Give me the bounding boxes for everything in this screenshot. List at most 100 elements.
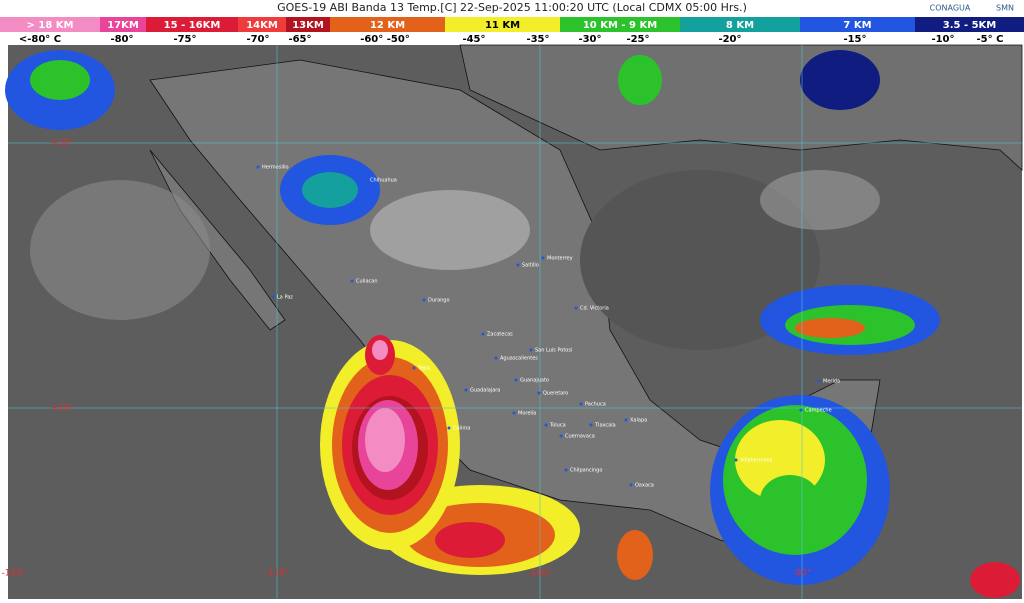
cloud-cold [30,60,90,100]
storm [760,475,820,525]
legend-label: 11 KM [485,20,520,31]
temperature-label: -80° [110,34,133,45]
legend-label: 3.5 - 5KM [943,20,997,31]
longitude-label: -120° [2,569,27,579]
legend-swatch [330,17,445,32]
city-marker [464,388,468,392]
legend-label: 8 KM [726,20,754,31]
legend-swatch [915,17,1024,32]
city-label: Saltillo [522,263,539,269]
legend-label: 10 KM - 9 KM [583,20,657,31]
city-label: San Luis Potosi [535,348,572,354]
legend-swatch [146,17,238,32]
legend-label: 12 KM [370,20,405,31]
city-marker [799,408,803,412]
storm [970,562,1020,598]
city-label: Xalapa [630,418,647,424]
city-marker [579,402,583,406]
longitude-label: -110° [265,569,290,579]
longitude-label: -100° [528,569,553,579]
city-marker [559,434,563,438]
city-marker [564,468,568,472]
city-label: Tlaxcala [594,423,616,429]
city-label: Monterrey [547,256,573,262]
legend-swatch [286,17,330,32]
city-marker [574,306,578,310]
temperature-label: -25° [626,34,649,45]
city-label: Hermosillo [262,165,289,171]
logo: SMN [996,4,1014,13]
temperature-label: <-80° C [19,34,61,45]
cloud-cold [618,55,662,105]
temperature-label: -60° -50° [360,34,410,45]
city-label: Villahermosa [740,458,772,464]
city-marker [624,418,628,422]
cloud [30,180,210,320]
city-marker [516,263,520,267]
city-marker [514,378,518,382]
temperature-label: -45° [462,34,485,45]
legend-swatch [238,17,286,32]
legend-label: 14KM [246,20,278,31]
city-label: Chihuahua [370,178,397,184]
temperature-label: -5° C [977,34,1004,45]
city-marker [350,279,354,283]
cloud [760,170,880,230]
city-marker [422,298,426,302]
storm [435,522,505,558]
city-label: Culiacan [356,279,377,285]
temperature-label: -35° [526,34,549,45]
city-marker [447,426,451,430]
legend-label: 17KM [107,20,139,31]
city-marker [512,411,516,415]
legend-label: 15 - 16KM [164,20,221,31]
legend-label: > 18 KM [27,20,74,31]
temperature-label: -10° [931,34,954,45]
gulf [580,170,820,350]
storm [617,530,653,580]
legend-swatch [560,17,680,32]
temperature-label: -70° [246,34,269,45]
longitude-label: -90° [792,569,811,579]
city-label: Zacatecas [487,332,513,338]
city-marker [364,178,368,182]
latitude-label: +20° [50,404,74,414]
city-label: Durango [428,298,450,304]
city-marker [256,165,260,169]
temperature-label: -65° [288,34,311,45]
city-label: Tepic [417,366,431,372]
city-marker [817,379,821,383]
map [5,44,1023,599]
city-marker [537,391,541,395]
city-label: Campeche [805,408,832,414]
city-label: Queretaro [543,391,568,397]
legend-swatch [800,17,915,32]
city-marker [529,348,533,352]
city-marker [541,256,545,260]
city-marker [271,295,275,299]
city-marker [589,423,593,427]
city-marker [494,356,498,360]
temperature-label: -15° [843,34,866,45]
city-label: La Paz [277,295,293,301]
city-marker [481,332,485,336]
city-label: Guanajuato [520,378,549,384]
legend-swatch [680,17,800,32]
city-label: Pachuca [585,402,606,408]
city-marker [544,423,548,427]
city-label: Morelia [518,411,536,417]
city-label: Guadalajara [470,388,500,394]
cloud-cold [800,50,880,110]
city-label: Cd. Victoria [580,306,609,312]
city-marker [734,458,738,462]
city-label: Merida [823,379,840,385]
temperature-label: -20° [718,34,741,45]
cloud-cold [302,172,358,208]
city-label: Chilpancingo [570,468,602,474]
temperature-label: -30° [578,34,601,45]
storm [372,340,388,360]
city-label: Toluca [549,423,566,429]
city-marker [629,483,633,487]
title: GOES-19 ABI Banda 13 Temp.[C] 22-Sep-202… [277,1,747,14]
